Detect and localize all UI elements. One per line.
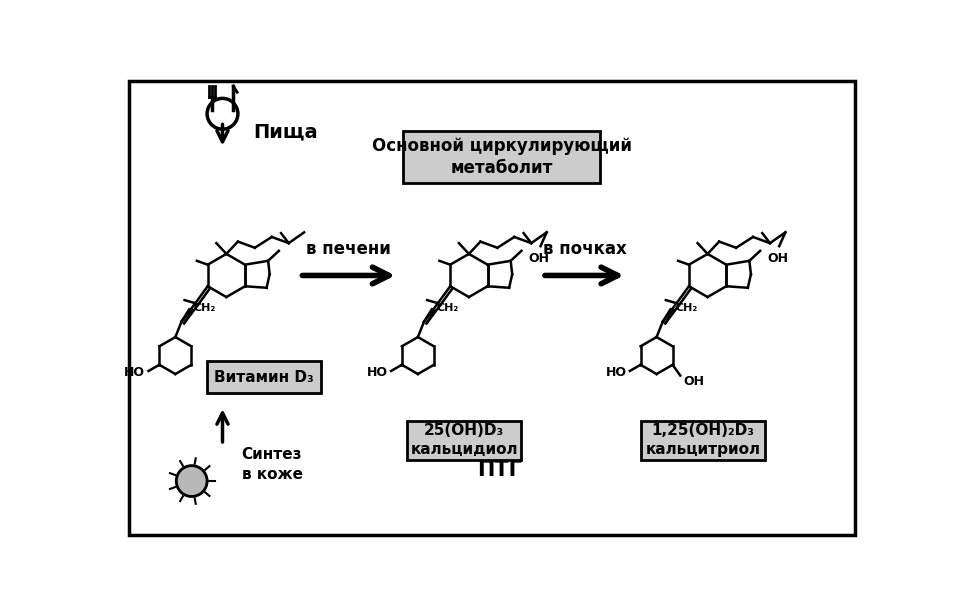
Bar xyxy=(407,421,521,460)
Bar xyxy=(403,131,600,183)
Text: ПТГ: ПТГ xyxy=(477,460,522,480)
Text: 1,25(OH)₂D₃
кальцитриол: 1,25(OH)₂D₃ кальцитриол xyxy=(645,423,760,457)
Bar xyxy=(640,421,765,460)
Text: CH₂: CH₂ xyxy=(437,303,459,313)
Text: Синтез
в коже: Синтез в коже xyxy=(242,447,302,482)
Text: 25(OH)D₃
кальцидиол: 25(OH)D₃ кальцидиол xyxy=(411,423,518,457)
Circle shape xyxy=(177,466,207,497)
Text: OH: OH xyxy=(684,375,705,389)
Text: Пища: Пища xyxy=(253,122,318,141)
Text: Витамин D₃: Витамин D₃ xyxy=(214,370,314,385)
Text: HO: HO xyxy=(367,366,388,379)
Text: HO: HO xyxy=(606,366,627,379)
Text: в почках: в почках xyxy=(542,240,626,258)
Text: CH₂: CH₂ xyxy=(194,303,216,313)
Text: OH: OH xyxy=(767,252,788,265)
Text: Основной циркулирующий
метаболит: Основной циркулирующий метаболит xyxy=(372,137,632,177)
Text: OH: OH xyxy=(528,252,549,265)
Text: CH₂: CH₂ xyxy=(675,303,697,313)
Text: HO: HO xyxy=(124,366,145,379)
Bar xyxy=(207,361,321,393)
Text: в печени: в печени xyxy=(305,240,391,258)
